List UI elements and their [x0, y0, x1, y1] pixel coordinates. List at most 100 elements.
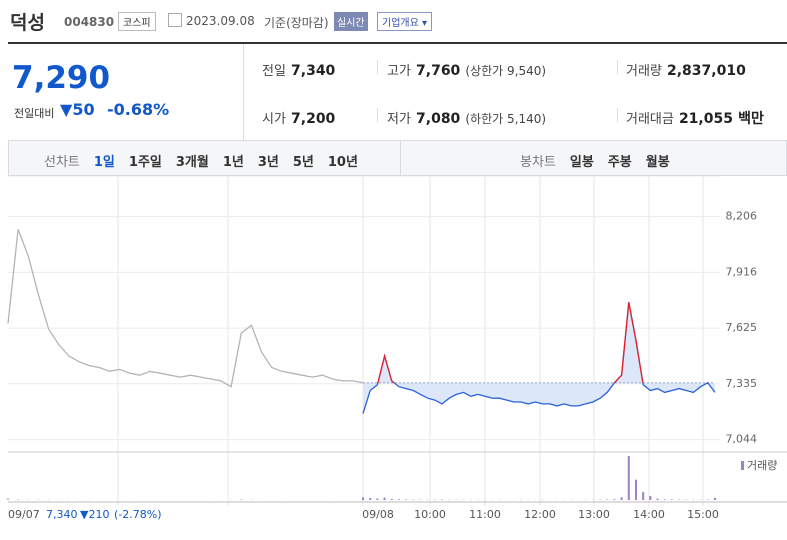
- change-value: 50: [72, 100, 95, 119]
- volume-bar: [383, 497, 386, 500]
- x-label: 12:00: [524, 508, 556, 521]
- stat-note: (상한가 9,540): [465, 64, 547, 78]
- prev-close: 7,340: [46, 508, 78, 521]
- current-price: 7,290: [12, 60, 111, 96]
- volume-bar: [656, 498, 659, 500]
- prev-pct: (-2.78%): [114, 508, 162, 521]
- sep: [617, 108, 618, 122]
- line-tabs: 선차트 1일 1주일 3개월 1년 3년 5년 10년: [44, 151, 372, 170]
- calendar-icon: [168, 13, 182, 27]
- y-tick-label: 7,625: [726, 321, 758, 334]
- tab-label: 선차트: [44, 155, 80, 170]
- stat-unit: 백만: [738, 111, 764, 127]
- volume-bar: [7, 497, 9, 500]
- volume-bar: [362, 497, 364, 500]
- stat: 전일 7,340: [262, 60, 335, 79]
- volume-bar: [240, 499, 243, 500]
- volume-bar: [397, 499, 400, 500]
- basis: 기준(장마감): [264, 16, 329, 30]
- x-label: 11:00: [469, 508, 501, 521]
- stat-value: 7,200: [291, 111, 336, 127]
- volume-bar: [376, 498, 379, 500]
- tab[interactable]: 1주일: [128, 155, 162, 170]
- stat-label: 저가: [387, 112, 411, 127]
- volume-bar: [37, 499, 40, 500]
- prev-change: ▼210: [80, 508, 109, 521]
- market-badge: 코스피: [118, 12, 156, 31]
- tab[interactable]: 1년: [222, 155, 244, 170]
- volume-bar: [17, 499, 20, 500]
- volume-bar: [642, 491, 645, 500]
- y-tick-label: 7,916: [726, 265, 758, 278]
- volume-bar: [613, 499, 616, 500]
- volume-bar: [369, 497, 372, 500]
- stock-name: 덕성: [10, 12, 45, 34]
- stat-label: 시가: [262, 112, 286, 127]
- stat-value: 2,837,010: [666, 63, 746, 79]
- stat-value: 7,340: [291, 63, 336, 79]
- company-info-text: 기업개요: [382, 18, 419, 29]
- x-label: 09/07: [8, 508, 40, 521]
- change: ▼50: [60, 100, 95, 119]
- sep: [617, 60, 618, 74]
- stat-value: 7,760: [416, 63, 461, 79]
- tab-label: 봉차트: [520, 155, 556, 170]
- tab[interactable]: 10년: [327, 155, 358, 170]
- volume-bar: [714, 497, 716, 500]
- tab[interactable]: 3년: [257, 155, 279, 170]
- candle-tabs: 봉차트 일봉 주봉 월봉: [520, 151, 684, 170]
- price-line: [362, 302, 716, 414]
- volume-bar: [606, 499, 609, 500]
- volume-bar: [670, 499, 673, 500]
- price-panel: [8, 44, 244, 140]
- stat-label: 거래량: [626, 64, 662, 79]
- tab[interactable]: 주봉: [607, 155, 632, 170]
- stat: 저가 7,080 (하한가 5,140): [387, 108, 546, 127]
- stock-code: 004830: [64, 15, 115, 29]
- tab[interactable]: 5년: [292, 155, 314, 170]
- area-fill: [363, 302, 715, 414]
- stat-value: 7,080: [416, 111, 461, 127]
- change-pct: -0.68%: [107, 100, 170, 119]
- volume-bar: [390, 498, 393, 500]
- company-info-button[interactable]: 기업개요 ▾: [377, 12, 433, 31]
- stat: 거래대금 21,055 백만: [626, 108, 764, 128]
- volume-bar: [250, 499, 253, 500]
- volume-bar: [27, 499, 30, 500]
- volume-bar: [627, 456, 630, 500]
- stat: 거래량 2,837,010: [626, 60, 746, 79]
- x-label: 09/08: [362, 508, 394, 521]
- sep: [377, 108, 378, 122]
- stat-note: (하한가 5,140): [465, 112, 547, 126]
- x-label: 15:00: [687, 508, 719, 521]
- tab[interactable]: 일봉: [569, 155, 594, 170]
- volume-bar: [620, 497, 623, 500]
- top-border: [8, 42, 787, 44]
- chart: 8,206 7,916 7,625 7,335 7,044 거래량 09/07 7,340 ▼2…: [7, 176, 787, 521]
- stat-label: 전일: [262, 64, 286, 79]
- x-label: 10:00: [414, 508, 446, 521]
- x-label: 13:00: [578, 508, 610, 521]
- tab[interactable]: 월봉: [645, 155, 670, 170]
- tab[interactable]: 3개월: [175, 155, 209, 170]
- stat-label: 고가: [387, 64, 411, 79]
- volume-bar: [405, 499, 408, 500]
- realtime-button[interactable]: 실시간: [334, 12, 368, 31]
- y-tick-label: 8,206: [726, 210, 758, 223]
- stat-label: 거래대금: [626, 112, 674, 127]
- volume-bar: [634, 479, 637, 500]
- sep: [377, 60, 378, 74]
- price-line: [7, 229, 364, 388]
- volume-bar: [663, 499, 666, 500]
- legend-label: 거래량: [747, 459, 777, 472]
- stat: 시가 7,200: [262, 108, 335, 127]
- change-label: 전일대비: [14, 107, 55, 120]
- stat: 고가 7,760 (상한가 9,540): [387, 60, 546, 79]
- legend-swatch: [741, 461, 744, 470]
- tab[interactable]: 1일: [93, 155, 115, 170]
- x-label: 14:00: [633, 508, 665, 521]
- y-tick-label: 7,044: [726, 433, 758, 446]
- tab-sep: [400, 141, 401, 175]
- stat-value: 21,055: [678, 111, 733, 127]
